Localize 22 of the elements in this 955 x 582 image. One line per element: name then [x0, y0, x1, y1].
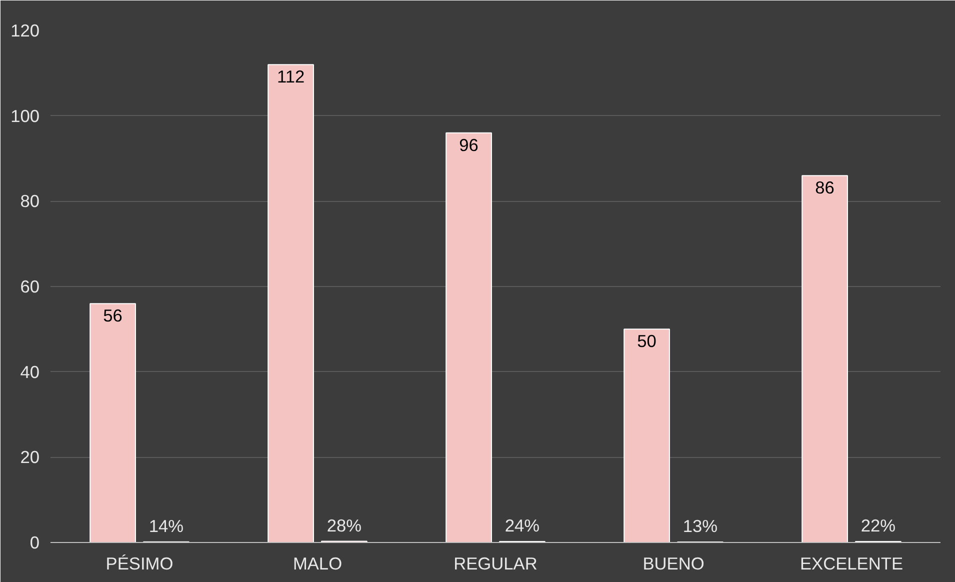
- y-tick-label: 20: [20, 447, 40, 468]
- data-label: 112: [276, 66, 305, 87]
- y-tick-label: 100: [10, 106, 40, 126]
- data-label: 24%: [504, 515, 540, 536]
- data-label: 50: [637, 331, 656, 352]
- y-tick-label: 80: [20, 191, 40, 212]
- y-tick-label: 120: [10, 20, 40, 40]
- y-tick-label: 0: [30, 532, 40, 552]
- x-tick-label: PÉSIMO: [106, 554, 174, 574]
- data-label: 86: [815, 178, 834, 198]
- data-label: 28%: [326, 515, 362, 536]
- x-tick-label: EXCELENTE: [800, 554, 904, 574]
- x-tick-label: BUENO: [642, 554, 704, 574]
- data-label: 14%: [148, 516, 184, 536]
- x-tick-label: REGULAR: [454, 554, 538, 574]
- data-label: 13%: [682, 516, 718, 536]
- data-label: 96: [459, 134, 478, 155]
- x-tick-label: MALO: [292, 554, 342, 574]
- y-tick-label: 40: [20, 362, 40, 382]
- data-label: 56: [103, 306, 122, 326]
- data-label: 22%: [860, 516, 896, 536]
- y-tick-label: 60: [20, 276, 40, 296]
